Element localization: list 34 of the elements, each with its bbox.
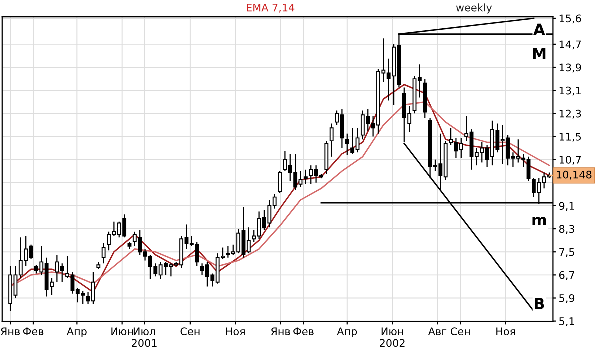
y-tick-label: 15,6 [560,14,582,24]
annotation: A [534,24,546,35]
x-tick-label: Июн 2002 [380,328,405,348]
annotation: B [535,298,544,310]
x-tick-label: Авг [428,328,447,336]
y-tick-label: 14,7 [560,40,582,50]
y-tick-label: 12,3 [560,110,582,119]
chart-title: EMA 7,14 [247,4,295,13]
y-tick-label: 6,7 [559,271,574,280]
x-tick-label: Янв [1,328,20,336]
y-tick-label: 5,1 [560,318,574,326]
x-tick-label: Апр [337,328,358,338]
y-tick-label: 5,9 [560,294,575,304]
x-tick-label: Фев [23,328,44,336]
y-tick-label: 7,5 [560,248,574,258]
x-tick-label: Ноя [226,328,245,336]
y-tick-label: 11,5 [560,133,582,142]
x-tick-label: Июн [112,328,134,336]
ref-line-label: 10,148 [557,170,592,180]
y-tick-label: 8,3 [559,225,574,234]
y-tick-label: 13,1 [560,86,581,96]
y-tick-label: 10,7 [560,156,582,165]
x-tick-label: Ноя [496,328,516,336]
x-tick-label: Апр [66,328,87,338]
annotation: m [532,216,546,226]
y-tick-label: 9,1 [559,202,574,212]
x-tick-label: Янв [271,328,290,336]
y-tick-label: 13,9 [560,64,582,73]
annotation: M [533,48,546,60]
x-tick-label: Июл 2001 [132,328,157,348]
x-tick-label: Сен [450,328,470,336]
x-tick-label: Фев [294,328,314,336]
chart-subtitle: weekly [456,4,492,14]
x-tick-label: Сен [180,328,200,336]
